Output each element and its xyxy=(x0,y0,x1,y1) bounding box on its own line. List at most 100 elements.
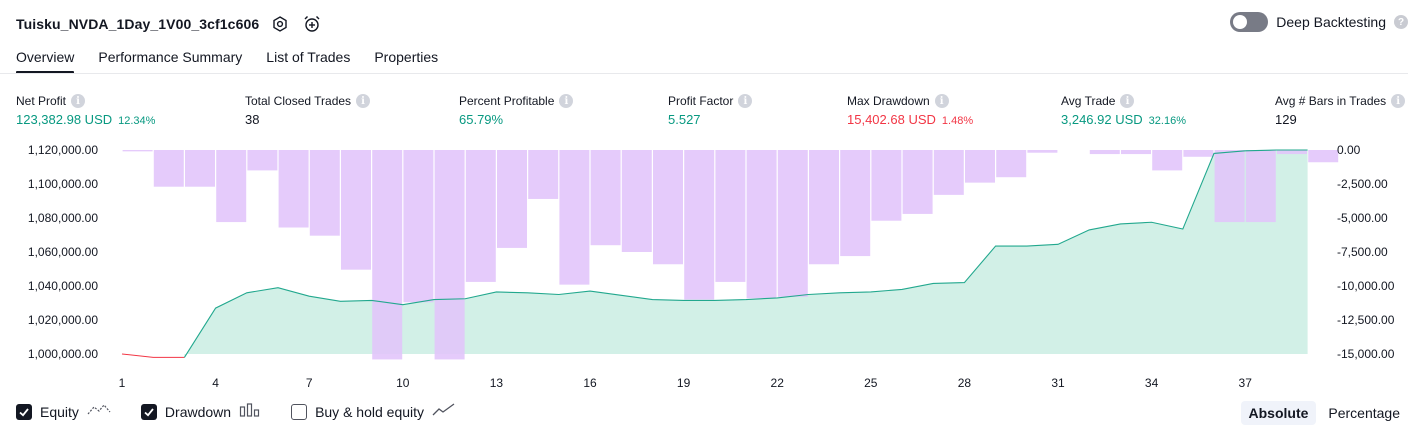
drawdown-bar xyxy=(621,150,652,252)
equity-line-negative xyxy=(121,353,185,358)
left-axis-tick-label: 1,080,000.00 xyxy=(28,211,98,225)
tabs-divider xyxy=(0,73,1408,74)
x-axis-tick-label: 4 xyxy=(212,376,219,390)
drawdown-bar xyxy=(777,150,808,297)
left-axis-tick-label: 1,040,000.00 xyxy=(28,279,98,293)
right-axis-tick-label: -2,500.00 xyxy=(1337,177,1388,191)
drawdown-bar xyxy=(1214,150,1245,223)
legend-label: Equity xyxy=(40,403,79,420)
metric-label: Net Profit xyxy=(16,94,67,108)
info-icon[interactable]: i xyxy=(71,94,86,108)
drawdown-bar xyxy=(1245,150,1276,223)
drawdown-bar xyxy=(1183,150,1214,157)
drawdown-bar xyxy=(341,150,371,270)
metric-value: 65.79% xyxy=(459,112,504,127)
metric-label: Percent Profitable xyxy=(459,94,555,108)
x-axis-tick-label: 7 xyxy=(306,376,313,390)
metric-total-closed-trades: Total Closed Trades i 38 xyxy=(245,93,371,127)
drawdown-bar xyxy=(1152,150,1183,171)
metric-max-drawdown: Max Drawdown i 15,402.68 USD 1.48% xyxy=(847,93,973,127)
metric-value: 123,382.98 USD xyxy=(16,112,113,127)
buy-hold-checkbox[interactable] xyxy=(291,403,308,420)
x-axis-tick-label: 10 xyxy=(396,376,410,390)
alarm-clock-plus-icon[interactable] xyxy=(301,13,323,35)
metric-avg-bars-in-trades: Avg # Bars in Trades i 129 xyxy=(1275,93,1406,127)
info-icon[interactable]: i xyxy=(934,94,949,108)
drawdown-checkbox[interactable] xyxy=(140,403,157,420)
tab-list-of-trades[interactable]: List of Trades xyxy=(266,49,351,65)
x-axis-tick-label: 31 xyxy=(1051,376,1065,390)
mode-absolute-button[interactable]: Absolute xyxy=(1240,401,1317,425)
metric-value: 38 xyxy=(245,112,260,127)
info-icon[interactable]: i xyxy=(1391,94,1406,108)
equity-area xyxy=(184,150,1308,358)
left-axis-tick-label: 1,020,000.00 xyxy=(28,313,98,327)
tab-overview[interactable]: Overview xyxy=(16,46,75,74)
equity-drawdown-chart[interactable]: 1,120,000.00 1,100,000.00 1,080,000.00 1,06… xyxy=(0,140,1424,396)
metric-label: Avg Trade xyxy=(1061,94,1116,108)
left-axis-tick-label: 1,100,000.00 xyxy=(28,177,98,191)
drawdown-bar xyxy=(153,150,184,187)
drawdown-bar xyxy=(497,150,527,248)
drawdown-bar xyxy=(372,150,403,360)
legend-equity[interactable]: Equity xyxy=(16,402,111,421)
x-axis-tick-label: 1 xyxy=(119,376,126,390)
deep-backtesting-toggle[interactable] xyxy=(1230,12,1269,32)
gear-icon[interactable] xyxy=(269,13,291,35)
equity-line-icon xyxy=(87,402,111,421)
legend-label: Drawdown xyxy=(164,403,232,420)
scale-mode-switch: Absolute Percentage xyxy=(1240,401,1409,425)
drawdown-bar xyxy=(122,150,153,152)
drawdown-bar xyxy=(715,150,746,282)
deep-backtesting: Deep Backtesting ? xyxy=(1230,12,1408,32)
x-axis-tick-label: 37 xyxy=(1239,376,1253,390)
mode-percentage-button[interactable]: Percentage xyxy=(1328,405,1400,421)
metric-percent: 32.16% xyxy=(1148,115,1186,127)
left-axis-tick-label: 1,000,000.00 xyxy=(28,347,98,361)
tab-properties[interactable]: Properties xyxy=(374,49,439,65)
legend-buy-hold-equity[interactable]: Buy & hold equity xyxy=(291,402,456,421)
drawdown-bar xyxy=(809,150,839,265)
metric-percent: 1.48% xyxy=(941,115,974,127)
drawdown-bar xyxy=(528,150,559,199)
tab-performance-summary[interactable]: Performance Summary xyxy=(98,49,243,65)
tab-bar: Overview Performance Summary List of Tra… xyxy=(16,46,438,74)
right-axis-tick-label: -10,000.00 xyxy=(1337,279,1395,293)
left-axis-tick-label: 1,120,000.00 xyxy=(28,143,98,157)
metric-profit-factor: Profit Factor i 5.527 xyxy=(668,93,753,127)
drawdown-bar xyxy=(684,150,715,300)
legend-drawdown[interactable]: Drawdown xyxy=(140,402,261,421)
legend-label: Buy & hold equity xyxy=(315,403,425,420)
buy-hold-line-icon xyxy=(432,402,456,421)
drawdown-bars-icon xyxy=(239,402,261,421)
x-axis-tick-label: 16 xyxy=(583,376,597,390)
metric-value: 15,402.68 USD xyxy=(847,112,936,127)
drawdown-bar xyxy=(871,150,902,221)
right-axis-tick-label: -7,500.00 xyxy=(1337,245,1388,259)
drawdown-bar xyxy=(996,150,1027,178)
metric-value: 5.527 xyxy=(668,112,701,127)
drawdown-bar xyxy=(590,150,621,246)
drawdown-bar xyxy=(403,150,434,303)
drawdown-bar xyxy=(465,150,496,282)
info-icon[interactable]: i xyxy=(356,94,371,108)
info-icon[interactable]: i xyxy=(559,94,574,108)
equity-checkbox[interactable] xyxy=(16,403,32,420)
metric-label: Total Closed Trades xyxy=(245,94,352,108)
info-icon[interactable]: i xyxy=(1120,94,1135,108)
drawdown-bar xyxy=(1121,150,1151,155)
drawdown-bar xyxy=(746,150,777,299)
drawdown-bar xyxy=(216,150,247,223)
drawdown-bar xyxy=(247,150,278,171)
drawdown-bar xyxy=(1027,150,1058,153)
help-icon[interactable]: ? xyxy=(1394,15,1408,29)
metric-percent: 12.34% xyxy=(118,115,156,127)
chart-legend: Equity Drawdown Buy & hold equity xyxy=(16,402,486,421)
metric-value: 3,246.92 USD xyxy=(1061,112,1143,127)
drawdown-bar xyxy=(278,150,309,228)
left-axis-tick-label: 1,060,000.00 xyxy=(28,245,98,259)
metric-label: Max Drawdown xyxy=(847,94,930,108)
info-icon[interactable]: i xyxy=(738,94,753,108)
right-axis-tick-label: -12,500.00 xyxy=(1337,313,1395,327)
drawdown-bar xyxy=(653,150,683,265)
